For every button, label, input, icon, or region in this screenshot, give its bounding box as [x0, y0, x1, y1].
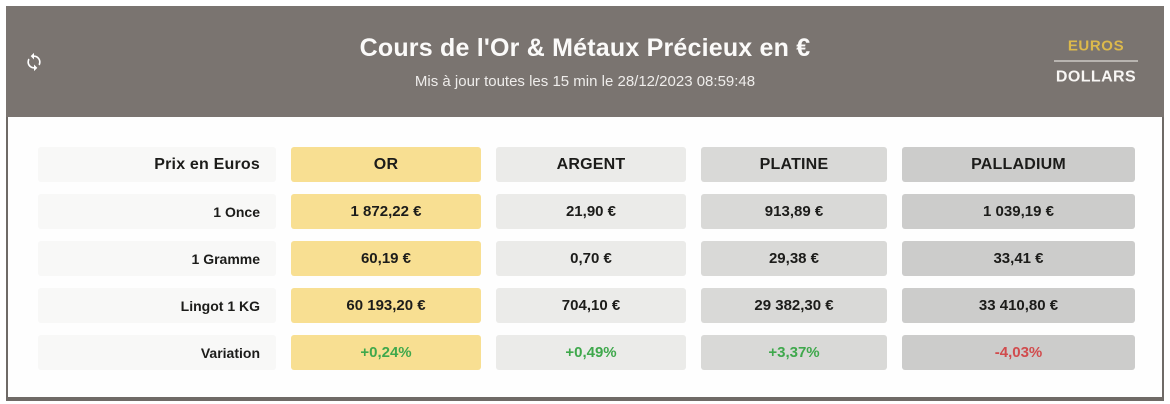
prices-panel: Prix en Euros OR ARGENT PLATINE PALLADIU…	[6, 117, 1164, 401]
price-lingot-platine: 29 382,30 €	[701, 288, 887, 323]
row-label-lingot: Lingot 1 KG	[38, 288, 276, 323]
price-gramme-argent: 0,70 €	[496, 241, 686, 276]
prices-table: Prix en Euros OR ARGENT PLATINE PALLADIU…	[38, 147, 1162, 370]
currency-option-dollars[interactable]: DOLLARS	[1055, 68, 1137, 85]
currency-toggle-divider	[1054, 60, 1138, 61]
column-header-or: OR	[291, 147, 481, 182]
variation-palladium: -4,03%	[902, 335, 1135, 370]
variation-platine: +3,37%	[701, 335, 887, 370]
price-gramme-or: 60,19 €	[291, 241, 481, 276]
column-header-palladium: PALLADIUM	[902, 147, 1135, 182]
widget-header: Cours de l'Or & Métaux Précieux en € Mis…	[6, 6, 1164, 117]
row-label-variation: Variation	[38, 335, 276, 370]
refresh-button[interactable]	[22, 50, 46, 74]
refresh-icon	[24, 52, 44, 72]
row-label-once: 1 Once	[38, 194, 276, 229]
price-lingot-palladium: 33 410,80 €	[902, 288, 1135, 323]
price-once-palladium: 1 039,19 €	[902, 194, 1135, 229]
variation-or: +0,24%	[291, 335, 481, 370]
variation-argent: +0,49%	[496, 335, 686, 370]
price-lingot-or: 60 193,20 €	[291, 288, 481, 323]
currency-option-euros[interactable]: EUROS	[1067, 37, 1125, 54]
currency-toggle: EUROS DOLLARS	[1054, 37, 1138, 86]
price-once-platine: 913,89 €	[701, 194, 887, 229]
price-gramme-palladium: 33,41 €	[902, 241, 1135, 276]
price-once-argent: 21,90 €	[496, 194, 686, 229]
gold-prices-widget: Cours de l'Or & Métaux Précieux en € Mis…	[6, 6, 1164, 401]
price-lingot-argent: 704,10 €	[496, 288, 686, 323]
price-once-or: 1 872,22 €	[291, 194, 481, 229]
price-gramme-platine: 29,38 €	[701, 241, 887, 276]
column-header-argent: ARGENT	[496, 147, 686, 182]
corner-label: Prix en Euros	[38, 147, 276, 182]
row-label-gramme: 1 Gramme	[38, 241, 276, 276]
page-title: Cours de l'Or & Métaux Précieux en €	[359, 33, 811, 62]
last-updated-text: Mis à jour toutes les 15 min le 28/12/20…	[414, 72, 756, 90]
column-header-platine: PLATINE	[701, 147, 887, 182]
